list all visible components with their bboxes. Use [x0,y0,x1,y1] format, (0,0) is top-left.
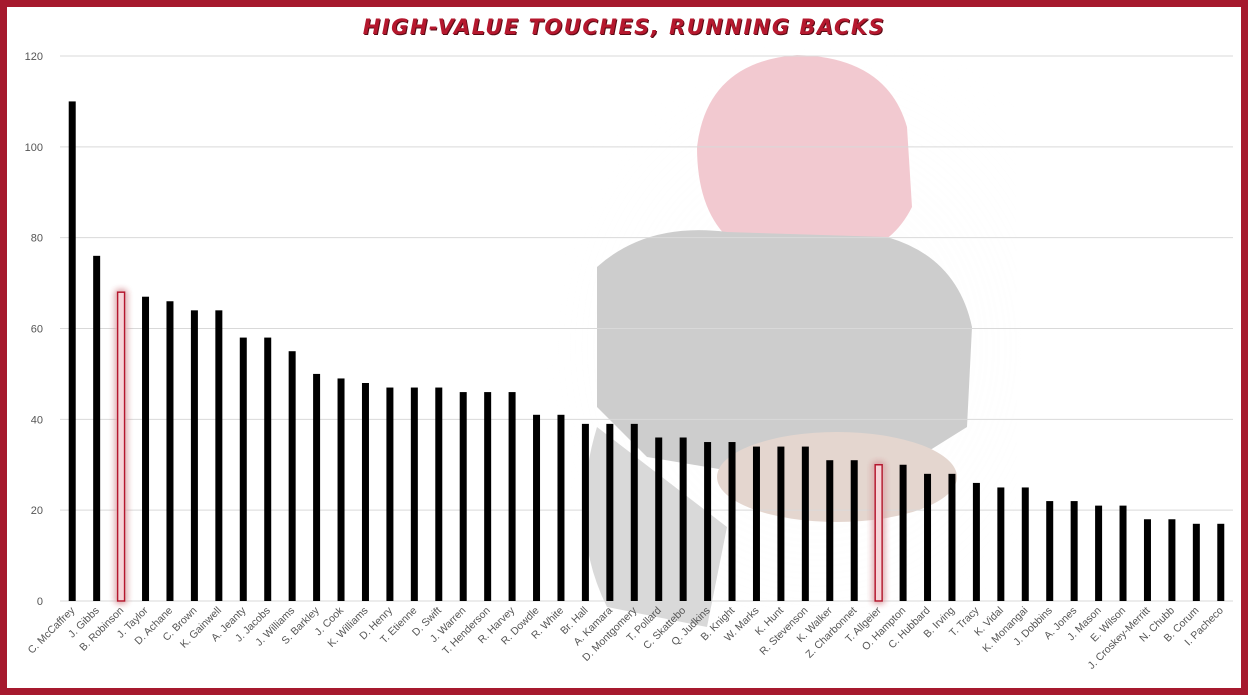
y-tick-label: 80 [31,233,43,245]
bar [606,423,614,601]
highlighted-bar [874,464,883,602]
bar [679,437,687,601]
bar [1021,487,1029,601]
background-player-image [517,17,1117,677]
bar [215,310,223,601]
y-tick-label: 100 [25,142,43,154]
bar [1217,523,1225,601]
bar [581,423,589,601]
bar [239,337,247,601]
y-axis-ticks: 0 20 40 60 80 100 120 [25,51,43,608]
bar [68,101,76,602]
bar [190,310,198,601]
bar [484,392,492,601]
bar [1119,505,1127,601]
bar [142,296,150,601]
bar [630,423,638,601]
bar [1168,519,1176,601]
bar [1095,505,1103,601]
bar [435,387,443,601]
bar [557,414,565,601]
bar [948,473,956,601]
bar [752,446,760,601]
grid-lines [60,55,1233,602]
bar [997,487,1005,601]
bar [264,337,272,601]
bar [93,255,101,602]
bar [410,387,418,601]
bar [508,392,516,601]
bar [459,392,467,601]
bar [850,460,858,601]
bar [899,464,907,601]
y-tick-label: 0 [37,596,43,608]
bar [728,442,736,601]
highlighted-bar [116,291,126,602]
bar [826,460,834,601]
y-tick-label: 60 [31,324,43,336]
bar [777,446,785,601]
bars [68,101,1225,602]
bar [972,482,980,601]
bar [1143,519,1151,601]
bar [533,414,541,601]
y-tick-label: 40 [31,414,43,426]
bar [924,473,932,601]
bar [166,301,174,601]
bar [801,446,809,601]
bar [655,437,663,601]
y-tick-label: 120 [25,51,43,63]
y-tick-label: 20 [31,505,43,517]
bar [313,373,321,601]
bar [704,442,712,601]
bar [1070,501,1078,601]
bar [1192,523,1200,601]
bar [1046,501,1054,601]
bar [337,378,345,601]
bar [288,351,296,601]
bar [386,387,394,601]
bar [361,383,369,601]
